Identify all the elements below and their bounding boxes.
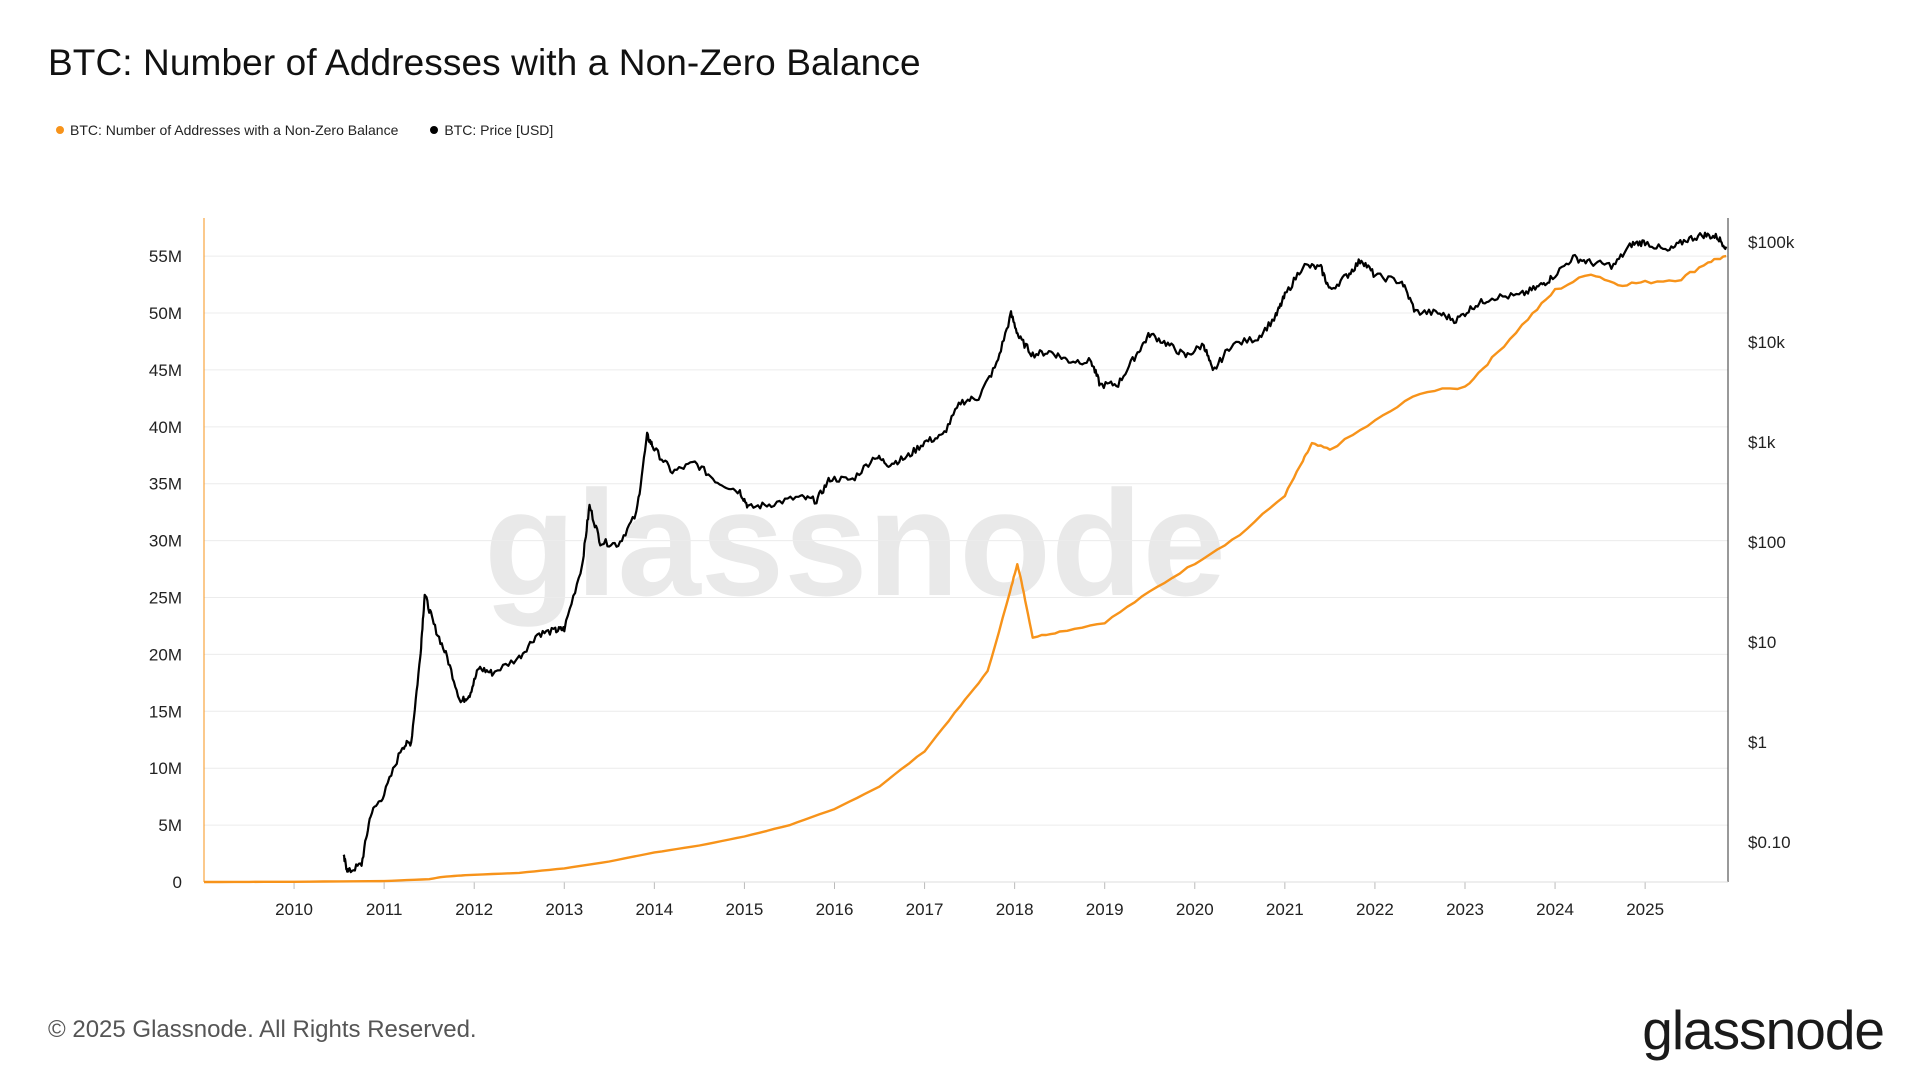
- chart-title: BTC: Number of Addresses with a Non-Zero…: [48, 42, 921, 83]
- left-tick-label: 20M: [149, 645, 182, 664]
- gridlines: [204, 255, 1728, 826]
- right-axis: $0.10 $1 $10 $100 $1k $10k $100k: [1727, 218, 1795, 882]
- series-layer: [204, 231, 1728, 884]
- x-tick-label: 2021: [1266, 900, 1304, 919]
- series-line-price[interactable]: [342, 231, 1728, 874]
- series-line-addresses[interactable]: [204, 254, 1727, 884]
- left-tick-label: 25M: [149, 589, 182, 608]
- x-tick-label: 2024: [1536, 900, 1574, 919]
- copyright-footer: © 2025 Glassnode. All Rights Reserved.: [48, 1016, 477, 1043]
- legend-item-price[interactable]: BTC: Price [USD]: [430, 122, 553, 138]
- legend: BTC: Number of Addresses with a Non-Zero…: [56, 122, 553, 138]
- right-tick-label: $100: [1748, 533, 1786, 552]
- left-tick-label: 50M: [149, 304, 182, 323]
- x-tick-label: 2016: [816, 900, 854, 919]
- x-tick-label: 2011: [366, 900, 403, 919]
- x-tick-label: 2017: [906, 900, 944, 919]
- left-tick-label: 45M: [149, 361, 182, 380]
- left-tick-label: 35M: [149, 475, 182, 494]
- x-tick-label: 2012: [455, 900, 493, 919]
- x-tick-label: 2023: [1446, 900, 1484, 919]
- x-tick-label: 2025: [1626, 900, 1664, 919]
- left-tick-label: 10M: [149, 759, 182, 778]
- right-tick-label: $1k: [1748, 433, 1776, 452]
- x-tick-label: 2020: [1176, 900, 1214, 919]
- x-tick-label: 2019: [1086, 900, 1124, 919]
- legend-item-addresses[interactable]: BTC: Number of Addresses with a Non-Zero…: [56, 122, 398, 138]
- left-tick-label: 15M: [149, 702, 182, 721]
- right-tick-label: $10k: [1748, 333, 1785, 352]
- left-axis: 0 5M 10M 15M 20M 25M 30M 35M 40M 45M 50M 55M: [149, 218, 205, 892]
- x-tick-label: 2015: [726, 900, 764, 919]
- right-tick-label: $10: [1748, 633, 1776, 652]
- legend-label-addresses: BTC: Number of Addresses with a Non-Zero…: [70, 122, 399, 138]
- right-tick-label: $1: [1748, 733, 1767, 752]
- right-tick-label: $100k: [1748, 233, 1795, 252]
- x-tick-label: 2013: [545, 900, 583, 919]
- x-tick-label: 2014: [635, 900, 673, 919]
- left-tick-label: 40M: [149, 418, 182, 437]
- legend-dot-price: [430, 126, 439, 134]
- brand-logo: glassnode: [1642, 999, 1885, 1061]
- legend-dot-addresses: [56, 126, 64, 134]
- x-tick-label: 2018: [996, 900, 1034, 919]
- x-tick-label: 2010: [275, 900, 313, 919]
- left-tick-label: 5M: [158, 816, 182, 835]
- left-tick-label: 30M: [149, 532, 182, 551]
- right-tick-label: $0.10: [1748, 833, 1791, 852]
- x-axis: 2010 2011 2012 2013 2014 2015 2016 2017 2018 2019…: [204, 881, 1728, 919]
- left-tick-label: 0: [173, 873, 182, 892]
- legend-label-price: BTC: Price [USD]: [444, 122, 554, 138]
- x-tick-label: 2022: [1356, 900, 1394, 919]
- left-tick-label: 55M: [149, 247, 182, 266]
